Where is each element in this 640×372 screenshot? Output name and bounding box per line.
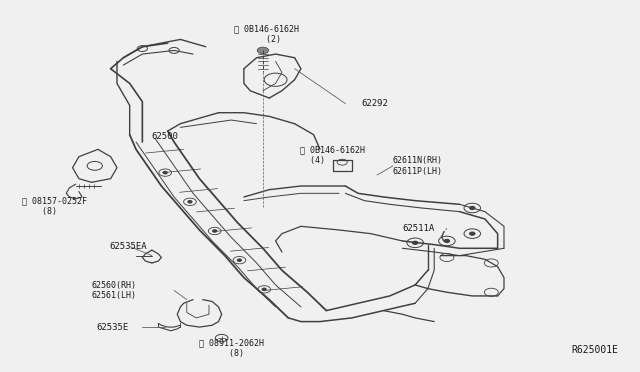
Text: Ⓑ 0B146-6162H
  (4): Ⓑ 0B146-6162H (4) [300, 145, 365, 164]
Text: Ⓑ 0B146-6162H
   (2): Ⓑ 0B146-6162H (2) [234, 24, 299, 44]
Text: 62560(RH)
62561(LH): 62560(RH) 62561(LH) [92, 281, 136, 300]
Circle shape [212, 230, 216, 232]
Circle shape [262, 288, 266, 291]
Text: Ⓝ 08911-2062H
      (8): Ⓝ 08911-2062H (8) [200, 338, 264, 357]
Circle shape [257, 47, 269, 54]
Circle shape [444, 240, 449, 243]
Circle shape [163, 171, 167, 174]
Text: 62511A: 62511A [403, 224, 435, 232]
Text: 62611N(RH)
62611P(LH): 62611N(RH) 62611P(LH) [393, 156, 443, 176]
Circle shape [188, 201, 192, 203]
Circle shape [470, 206, 475, 209]
Circle shape [237, 259, 241, 261]
Text: 62292: 62292 [361, 99, 388, 108]
Circle shape [413, 241, 418, 244]
Text: R625001E: R625001E [571, 344, 618, 355]
Text: 62535E: 62535E [97, 323, 129, 331]
Text: Ⓑ 08157-0252F
    (8): Ⓑ 08157-0252F (8) [22, 196, 87, 216]
Circle shape [470, 232, 475, 235]
Text: 62535EA: 62535EA [109, 242, 147, 251]
Text: 62500: 62500 [152, 132, 179, 141]
